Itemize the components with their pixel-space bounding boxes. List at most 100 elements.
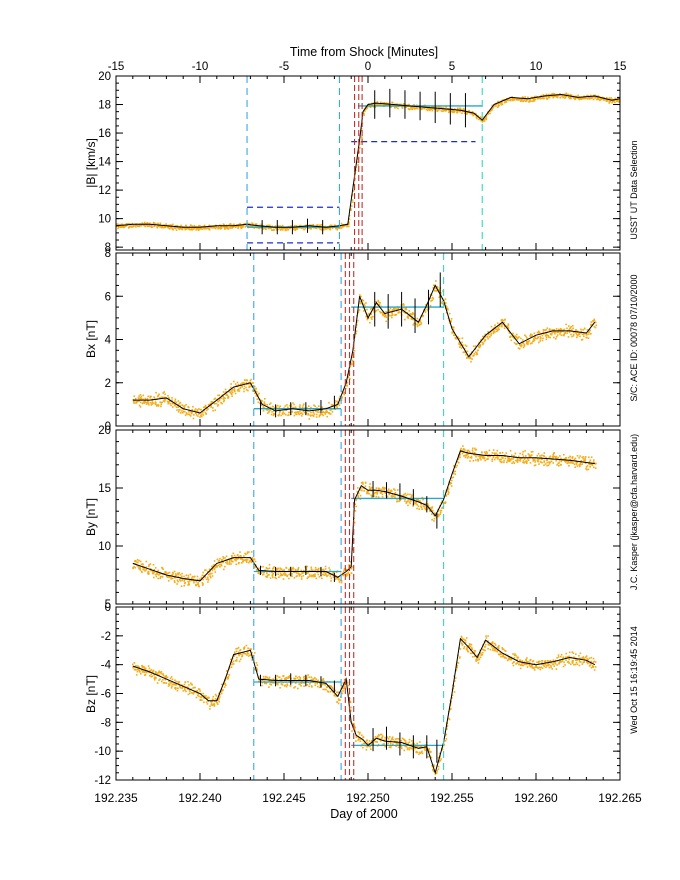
data-point bbox=[205, 413, 207, 415]
data-point bbox=[357, 158, 359, 160]
data-point bbox=[286, 575, 288, 577]
data-point bbox=[525, 341, 528, 343]
data-point bbox=[572, 96, 575, 99]
data-point bbox=[552, 329, 555, 331]
data-point bbox=[519, 98, 521, 100]
data-point bbox=[498, 324, 501, 327]
data-point bbox=[560, 460, 563, 463]
data-point bbox=[218, 394, 221, 397]
data-point bbox=[358, 737, 360, 739]
data-point bbox=[347, 571, 349, 574]
data-point bbox=[607, 100, 609, 102]
data-point bbox=[436, 289, 439, 292]
data-point bbox=[377, 299, 379, 302]
data-point bbox=[195, 581, 198, 583]
y-tick-label: 16 bbox=[98, 128, 111, 140]
data-point bbox=[139, 560, 142, 563]
data-point bbox=[248, 225, 250, 228]
data-point bbox=[448, 491, 450, 494]
y-tick-label: 12 bbox=[98, 185, 111, 197]
data-point bbox=[262, 406, 265, 408]
data-point bbox=[218, 698, 220, 700]
data-point bbox=[231, 661, 234, 664]
data-point bbox=[187, 693, 190, 696]
data-point bbox=[527, 340, 530, 343]
data-point bbox=[546, 98, 548, 100]
data-point bbox=[331, 411, 334, 413]
data-point bbox=[226, 560, 228, 562]
data-point bbox=[371, 742, 374, 744]
data-point bbox=[495, 105, 497, 107]
data-point bbox=[438, 289, 441, 292]
data-point bbox=[545, 333, 547, 335]
data-point bbox=[559, 96, 562, 99]
data-point bbox=[144, 670, 146, 673]
data-point bbox=[329, 575, 332, 577]
data-point bbox=[271, 680, 273, 682]
data-point bbox=[235, 559, 237, 562]
data-point bbox=[299, 410, 301, 413]
data-point bbox=[202, 697, 205, 699]
data-point bbox=[308, 405, 310, 407]
data-point bbox=[549, 333, 552, 336]
data-point bbox=[381, 491, 383, 494]
data-point bbox=[437, 514, 439, 516]
data-point bbox=[373, 492, 376, 494]
data-point bbox=[530, 456, 532, 458]
data-point bbox=[189, 225, 191, 228]
data-point bbox=[197, 229, 200, 232]
data-point bbox=[220, 401, 222, 404]
data-point bbox=[134, 397, 137, 400]
data-point bbox=[359, 498, 362, 500]
data-point bbox=[568, 97, 571, 100]
data-point bbox=[540, 97, 542, 100]
data-point bbox=[300, 578, 303, 580]
data-point bbox=[513, 337, 515, 340]
data-point bbox=[334, 574, 337, 577]
data-point bbox=[357, 311, 360, 314]
data-point bbox=[376, 101, 379, 103]
data-point bbox=[214, 397, 216, 400]
data-point bbox=[322, 414, 324, 417]
data-point bbox=[137, 665, 140, 668]
data-point bbox=[577, 333, 580, 336]
data-point bbox=[545, 336, 548, 339]
data-point bbox=[161, 401, 163, 404]
data-point bbox=[227, 677, 229, 680]
data-point bbox=[579, 455, 581, 457]
data-point bbox=[493, 452, 496, 454]
data-point bbox=[202, 583, 204, 585]
data-point bbox=[388, 314, 391, 317]
data-point bbox=[484, 459, 486, 462]
data-point bbox=[392, 308, 395, 310]
data-point bbox=[253, 392, 256, 395]
data-point bbox=[336, 406, 338, 409]
data-point bbox=[458, 343, 461, 345]
data-point bbox=[422, 498, 424, 501]
data-point bbox=[396, 103, 399, 106]
data-point bbox=[194, 410, 197, 412]
data-point bbox=[264, 682, 266, 685]
data-point bbox=[203, 695, 205, 697]
data-point bbox=[396, 737, 398, 740]
data-point bbox=[208, 228, 211, 231]
data-point bbox=[310, 568, 313, 570]
y-tick-label: 14 bbox=[98, 157, 111, 169]
data-point bbox=[172, 402, 174, 405]
data-point bbox=[476, 352, 478, 354]
data-point bbox=[311, 575, 314, 577]
data-point bbox=[136, 559, 139, 561]
data-point bbox=[227, 396, 230, 399]
data-point bbox=[516, 338, 519, 340]
data-point bbox=[255, 662, 258, 664]
data-point bbox=[472, 451, 474, 453]
data-point bbox=[536, 337, 539, 340]
data-point bbox=[497, 326, 500, 329]
data-point bbox=[402, 103, 405, 105]
data-point bbox=[590, 324, 593, 327]
data-point bbox=[242, 224, 245, 227]
data-point bbox=[318, 405, 320, 407]
data-point bbox=[349, 710, 352, 712]
data-point bbox=[416, 317, 419, 320]
